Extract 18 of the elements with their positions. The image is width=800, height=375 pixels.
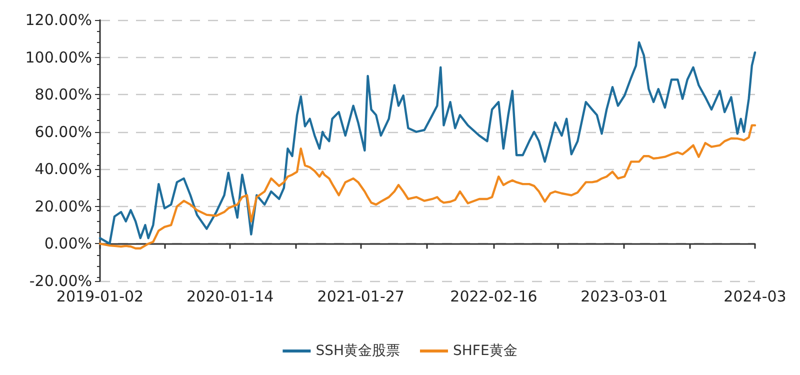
y-tick-label: 0.00% [44, 234, 92, 253]
legend-label: SSH黄金股票 [316, 343, 400, 359]
y-tick-label: 100.00% [25, 48, 92, 66]
x-tick-label: 2020-01-14 [186, 288, 274, 306]
x-tick-label: 2024-03 [724, 288, 786, 306]
y-tick-label: 60.00% [34, 122, 92, 141]
legend-label: SHFE黄金 [452, 343, 518, 359]
y-tick-label: 80.00% [34, 86, 92, 104]
y-tick-label: 120.00% [25, 11, 92, 29]
x-tick-label: 2022-02-16 [450, 288, 538, 306]
x-tick-label: 2023-03-01 [580, 288, 668, 306]
x-tick-label: 2021-01-27 [317, 288, 404, 306]
y-tick-label: 20.00% [34, 197, 92, 216]
line-series [98, 41, 756, 245]
y-tick-label: -20.00% [29, 272, 92, 290]
line-series [98, 124, 756, 250]
y-tick-label: 40.00% [34, 160, 92, 178]
x-tick-label: 2019-01-02 [56, 288, 144, 306]
